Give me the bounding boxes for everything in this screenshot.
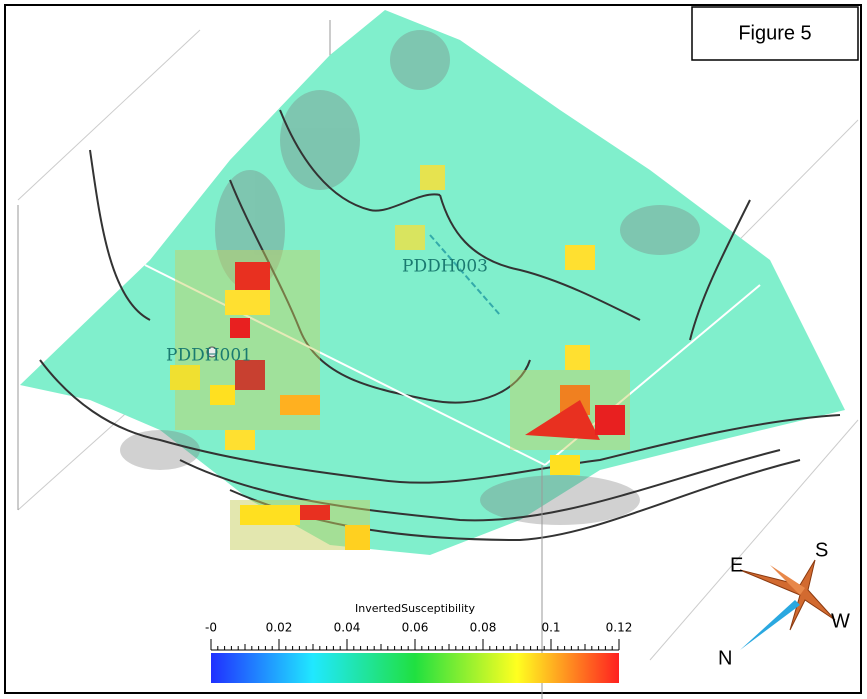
compass-label: S xyxy=(815,539,828,561)
compass-label: E xyxy=(730,554,743,576)
colorbar-title: InvertedSusceptibility xyxy=(355,602,475,615)
susceptibility-blocks xyxy=(170,165,630,550)
tick-label: 0.02 xyxy=(266,621,293,635)
well-label: PDDH001 xyxy=(166,346,252,366)
tick-label: 0.04 xyxy=(334,621,361,635)
figure-label-box xyxy=(691,6,859,61)
tick-label: 0.1 xyxy=(541,621,560,635)
tick-label: 0.12 xyxy=(606,621,633,635)
collar xyxy=(206,346,218,358)
colorbar-ticks: -0 0.02 0.04 0.06 0.08 0.1 0.12 xyxy=(205,621,632,651)
tick-label: 0.06 xyxy=(402,621,429,635)
compass xyxy=(739,559,836,650)
compass-label: N xyxy=(718,647,732,669)
terrain-surface xyxy=(20,10,845,555)
compass-label: W xyxy=(831,610,850,632)
tick-label: -0 xyxy=(205,621,217,635)
section-line xyxy=(144,264,546,466)
figure-label: Figure 5 xyxy=(738,22,811,44)
colorbar xyxy=(211,653,619,683)
tick-label: 0.08 xyxy=(470,621,497,635)
well-label: PDDH003 xyxy=(402,257,488,277)
